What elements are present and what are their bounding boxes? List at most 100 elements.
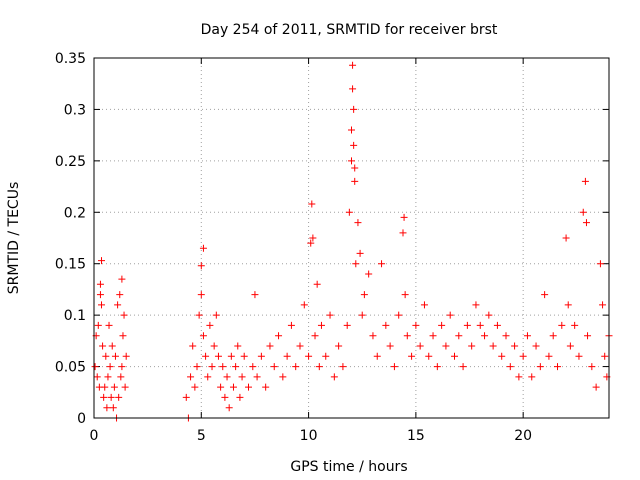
- data-point: [107, 393, 115, 401]
- data-point: [599, 301, 607, 309]
- data-point: [498, 352, 506, 360]
- data-point: [191, 383, 199, 391]
- data-point: [472, 301, 480, 309]
- data-point: [446, 311, 454, 319]
- data-point: [592, 383, 600, 391]
- data-point: [245, 383, 252, 391]
- data-point: [111, 352, 119, 360]
- data-point: [354, 219, 362, 227]
- data-point: [313, 280, 321, 288]
- x-tick-label: 20: [514, 428, 532, 444]
- data-point: [541, 291, 549, 299]
- y-tick-label: 0.3: [64, 102, 86, 118]
- data-point: [98, 257, 106, 265]
- data-point: [253, 373, 261, 381]
- data-point: [223, 373, 231, 381]
- data-point: [519, 352, 527, 360]
- data-point: [240, 352, 248, 360]
- y-axis-label: SRMTID / TECUs: [6, 182, 22, 295]
- y-tick-label: 0: [77, 411, 86, 427]
- data-point: [571, 321, 579, 329]
- data-point: [114, 301, 122, 309]
- data-point: [358, 311, 366, 319]
- data-point: [262, 383, 270, 391]
- data-point: [528, 373, 536, 381]
- data-point: [287, 321, 295, 329]
- data-point: [395, 311, 403, 319]
- data-point: [249, 363, 257, 371]
- data-point: [117, 373, 125, 381]
- data-point: [390, 363, 398, 371]
- data-point: [433, 363, 441, 371]
- data-point: [317, 321, 325, 329]
- x-tick-label: 15: [407, 428, 425, 444]
- data-point: [350, 105, 358, 113]
- data-point: [562, 234, 570, 242]
- tick-labels: 0 0.05 0.1 0.15 0.2 0.25 0.3 0.35 0 5 10 15 20: [55, 51, 532, 444]
- data-point: [408, 352, 416, 360]
- data-point: [100, 393, 108, 401]
- data-point: [219, 363, 227, 371]
- y-tick-label: 0.2: [64, 205, 86, 221]
- data-point: [257, 352, 265, 360]
- data-point: [204, 373, 212, 381]
- data-point: [425, 352, 433, 360]
- data-point: [307, 239, 315, 247]
- data-point: [564, 301, 572, 309]
- data-point: [382, 321, 390, 329]
- data-point: [579, 208, 587, 216]
- data-point: [197, 262, 205, 270]
- data-point: [232, 363, 240, 371]
- data-point: [476, 321, 484, 329]
- data-point: [217, 383, 225, 391]
- data-point: [197, 291, 205, 299]
- y-tick-label: 0.15: [55, 257, 86, 273]
- data-point: [581, 177, 589, 185]
- data-point: [399, 229, 407, 237]
- data-point: [378, 260, 386, 268]
- data-point: [292, 363, 300, 371]
- data-point: [322, 352, 330, 360]
- y-tick-label: 0.05: [55, 360, 86, 376]
- y-tick-label: 0.35: [55, 51, 86, 67]
- data-point: [225, 404, 233, 412]
- data-point: [234, 342, 242, 350]
- data-point: [93, 373, 101, 381]
- x-tick-label: 5: [197, 428, 206, 444]
- data-point: [429, 332, 437, 340]
- data-point: [108, 342, 116, 350]
- data-point: [119, 332, 127, 340]
- y-tick-label: 0.1: [64, 308, 86, 324]
- data-point: [189, 342, 197, 350]
- data-point: [349, 85, 357, 93]
- data-point: [315, 363, 323, 371]
- data-point: [199, 332, 207, 340]
- data-point: [588, 363, 596, 371]
- data-point: [110, 383, 118, 391]
- data-point: [311, 332, 319, 340]
- data-point: [121, 383, 129, 391]
- data-point: [532, 342, 540, 350]
- data-point: [326, 311, 334, 319]
- data-point: [373, 352, 381, 360]
- data-point: [103, 404, 111, 412]
- data-point: [202, 352, 210, 360]
- data-point: [352, 260, 360, 268]
- data-point: [523, 332, 531, 340]
- data-point: [489, 342, 497, 350]
- data-points: [91, 61, 613, 422]
- data-point: [105, 321, 113, 329]
- y-tick-label: 0.25: [55, 154, 86, 170]
- data-point: [116, 291, 124, 299]
- data-point: [206, 321, 214, 329]
- data-point: [270, 363, 278, 371]
- data-point: [420, 301, 428, 309]
- data-point: [536, 363, 544, 371]
- plot-frame: [93, 57, 610, 419]
- data-point: [549, 332, 557, 340]
- data-point: [98, 301, 106, 309]
- data-point: [442, 342, 450, 350]
- data-point: [182, 393, 190, 401]
- data-point: [455, 332, 463, 340]
